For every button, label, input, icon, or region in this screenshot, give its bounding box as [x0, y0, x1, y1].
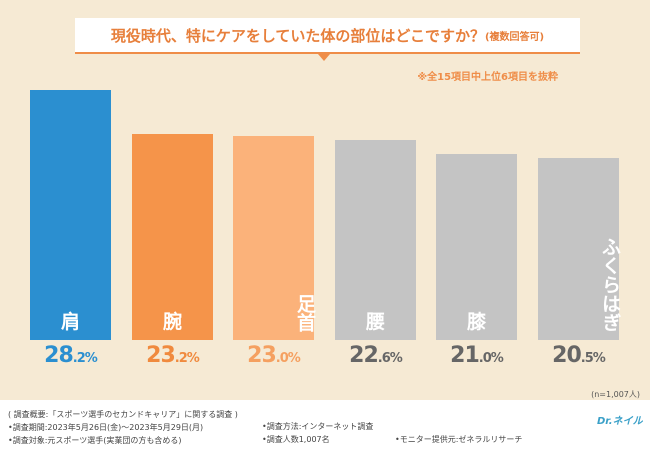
chart-title: 現役時代、特にケアをしていた体の部位はどこですか？ [110, 26, 485, 45]
bar-label: 腕 [162, 311, 182, 333]
logo-text: Dr.ネイル [597, 416, 643, 427]
value-dec: .5% [580, 351, 606, 366]
brand-logo: Dr.ネイル [597, 412, 643, 427]
survey-count: •調査人数1,007名 [262, 435, 330, 444]
value-int: 23 [247, 343, 277, 368]
survey-period: •調査期間:2023年5月26日(金)～2023年5月29日(月) [8, 423, 204, 432]
value-dec: .2% [72, 351, 98, 366]
value-int: 23 [146, 343, 176, 368]
bar: 足首 [233, 136, 316, 340]
value-dec: .2% [174, 351, 200, 366]
value-label: 20.5% [538, 343, 619, 368]
value-label: 28.2% [30, 343, 111, 368]
value-int: 22 [349, 343, 379, 368]
bar-label: 腰 [365, 311, 385, 333]
bar: 腰 [335, 139, 416, 340]
value-label: 23.0% [233, 343, 314, 368]
survey-provider: •モニター提供元:ゼネラルリサーチ [395, 435, 523, 444]
bar-label: 膝 [466, 311, 486, 333]
survey-method: •調査方法:インターネット調査 [262, 422, 374, 431]
bar: 腕 [132, 134, 213, 340]
survey-title: ( 調査概要:「スポーツ選手のセカンドキャリア」に関する調査 ) [8, 410, 238, 419]
title-pointer [318, 54, 330, 61]
chart-title-box: 現役時代、特にケアをしていた体の部位はどこですか？ (複数回答可) [75, 18, 580, 54]
value-label: 23.2% [132, 343, 213, 368]
bar-label: ふくらはぎ [599, 237, 621, 332]
sample-size: (n=1,007人) [591, 390, 640, 399]
bar-label: 足首 [294, 294, 316, 332]
value-dec: .0% [478, 351, 504, 366]
bar: ふくらはぎ [538, 158, 621, 340]
value-int: 20 [552, 343, 582, 368]
chart-subtitle: (複数回答可) [484, 31, 545, 43]
value-label: 21.0% [436, 343, 517, 368]
value-label: 22.6% [335, 343, 416, 368]
chart-note: ※全15項目中上位6項目を抜粋 [417, 72, 558, 83]
bar: 膝 [436, 153, 517, 340]
value-dec: .0% [275, 351, 301, 366]
value-int: 21 [450, 343, 480, 368]
bar: 肩 [30, 90, 111, 340]
value-dec: .6% [377, 351, 403, 366]
bar-label: 肩 [60, 311, 80, 333]
value-int: 28 [44, 343, 74, 368]
survey-overview: ( 調査概要:「スポーツ選手のセカンドキャリア」に関する調査 ) •調査期間:2… [8, 408, 238, 447]
survey-target: •調査対象:元スポーツ選手(実業団の方も含める) [8, 436, 182, 445]
